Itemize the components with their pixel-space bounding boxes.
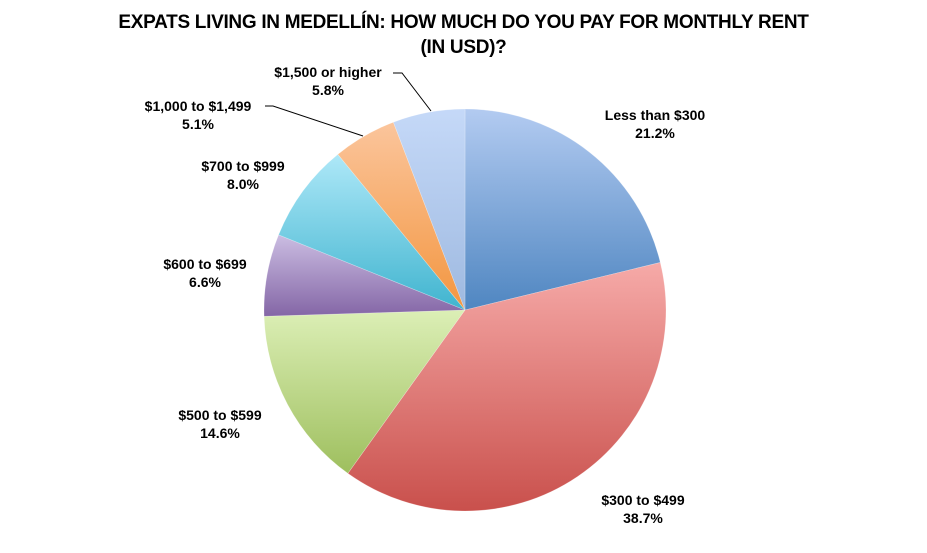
pie-slice-500-to-599	[263, 309, 466, 474]
data-label-value: 14.6%	[200, 425, 240, 441]
data-label-category: $300 to $499	[601, 492, 685, 508]
leader-line-1500-plus	[393, 72, 432, 112]
data-label-value: 38.7%	[623, 510, 663, 526]
data-label-value: 8.0%	[227, 176, 259, 192]
data-label-category: $500 to $599	[178, 407, 262, 423]
chart-title: EXPATS LIVING IN MEDELLÍN: HOW MUCH DO Y…	[0, 10, 927, 60]
data-label-less-than-300: Less than $300 21.2%	[585, 106, 725, 142]
leader-line-1000-1499	[265, 105, 364, 137]
pie-slice-600-to-699	[263, 234, 466, 317]
data-label-value: 5.1%	[182, 116, 214, 132]
data-label-500-599: $500 to $599 14.6%	[160, 406, 280, 442]
data-label-300-499: $300 to $499 38.7%	[573, 491, 713, 527]
data-label-category: $600 to $699	[163, 256, 247, 272]
data-label-1000-1499: $1,000 to $1,499 5.1%	[128, 97, 268, 133]
pie-slice-less-than-300	[464, 108, 661, 311]
data-label-category: $1,000 to $1,499	[144, 98, 252, 114]
pie-slices	[263, 108, 667, 512]
chart-title-line-1: EXPATS LIVING IN MEDELLÍN: HOW MUCH DO Y…	[118, 12, 809, 33]
pie-slice-1-500-or-higher	[392, 108, 466, 311]
pie-slice-300-to-499	[347, 262, 667, 512]
data-label-category: Less than $300	[604, 107, 706, 123]
pie-slice-700-to-999	[278, 153, 466, 311]
data-label-600-699: $600 to $699 6.6%	[145, 255, 265, 291]
pie-slice-1-000-to-1-499	[337, 121, 466, 311]
data-label-value: 21.2%	[635, 125, 675, 141]
data-label-category: $700 to $999	[201, 158, 285, 174]
data-label-category: $1,500 or higher	[274, 64, 382, 80]
data-label-1500-plus: $1,500 or higher 5.8%	[258, 63, 398, 99]
data-label-value: 5.8%	[312, 82, 344, 98]
leader-lines	[265, 72, 432, 137]
chart-title-line-2: (IN USD)?	[420, 37, 507, 58]
data-label-value: 6.6%	[189, 274, 221, 290]
data-label-700-999: $700 to $999 8.0%	[183, 157, 303, 193]
